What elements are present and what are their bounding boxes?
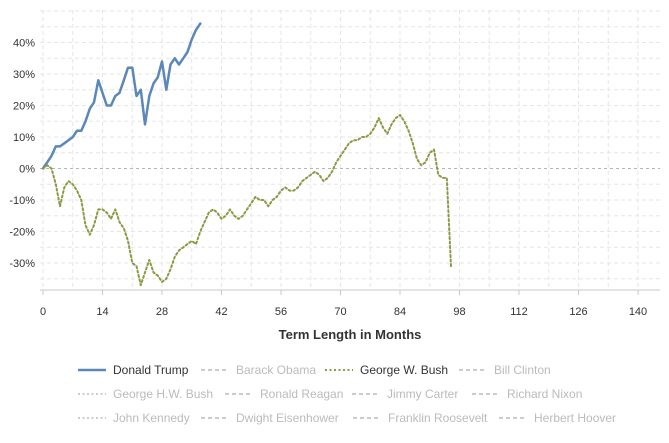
legend-item-bill-clinton[interactable]: Bill Clinton [459,363,551,377]
legend-label: John Kennedy [113,411,190,425]
legend-item-jimmy-carter[interactable]: Jimmy Carter [352,387,458,401]
x-tick-label: 126 [569,306,587,318]
legend-item-george-w-bush[interactable]: George W. Bush [325,363,448,377]
y-tick-label: 30% [13,69,35,81]
legend-label: Ronald Reagan [260,387,343,401]
legend-label: George W. Bush [360,363,448,377]
legend-label: Bill Clinton [494,363,551,377]
legend-item-herbert-hoover[interactable]: Herbert Hoover [499,411,616,425]
x-tick-label: 84 [394,306,406,318]
legend-item-barack-obama[interactable]: Barack Obama [201,363,316,377]
legend-item-john-kennedy[interactable]: John Kennedy [78,411,190,425]
x-tick-label: 112 [510,306,528,318]
x-axis-label: Term Length in Months [279,327,422,342]
grid [40,10,660,290]
legend-label: Dwight Eisenhower [236,411,339,425]
legend-label: Jimmy Carter [387,387,458,401]
legend-label: Richard Nixon [507,387,582,401]
legend-item-george-h-w-bush[interactable]: George H.W. Bush [78,387,213,401]
axes [40,168,660,291]
legend-label: Barack Obama [236,363,316,377]
legend-item-ronald-reagan[interactable]: Ronald Reagan [225,387,343,401]
y-tick-label: 40% [13,38,35,50]
legend-item-donald-trump[interactable]: Donald Trump [78,363,189,377]
x-tick-label: 70 [334,306,346,318]
legend: Donald Trump Barack Obama George W. Bush Bi… [78,363,616,425]
y-axis-ticks: -30% -20% -10% 0% 10% 20% 30% 40% [9,38,35,271]
series-layer [41,22,452,287]
legend-label: Franklin Roosevelt [388,411,488,425]
x-tick-label: 56 [275,306,287,318]
x-axis-ticks: 0 14 28 42 56 70 84 98 112 126 140 [40,290,647,318]
x-tick-label: 14 [96,306,108,318]
x-tick-label: 0 [40,306,46,318]
x-tick-label: 140 [629,306,647,318]
legend-label: George H.W. Bush [113,387,213,401]
legend-item-richard-nixon[interactable]: Richard Nixon [472,387,582,401]
x-tick-label: 42 [215,306,227,318]
legend-label: Donald Trump [113,363,189,377]
y-tick-label: -20% [9,227,35,239]
y-tick-label: -10% [9,195,35,207]
y-tick-label: 20% [13,101,35,113]
legend-item-franklin-roosevelt[interactable]: Franklin Roosevelt [353,411,488,425]
series-line-george-w-bush [42,114,452,287]
y-tick-label: 10% [13,132,35,144]
plot-area [40,10,660,290]
legend-label: Herbert Hoover [534,411,616,425]
legend-item-dwight-eisenhower[interactable]: Dwight Eisenhower [201,411,339,425]
x-tick-label: 28 [156,306,168,318]
y-tick-label: 0% [19,164,35,176]
y-tick-label: -30% [9,258,35,270]
series-line-donald-trump [41,22,202,170]
x-tick-label: 98 [453,306,465,318]
